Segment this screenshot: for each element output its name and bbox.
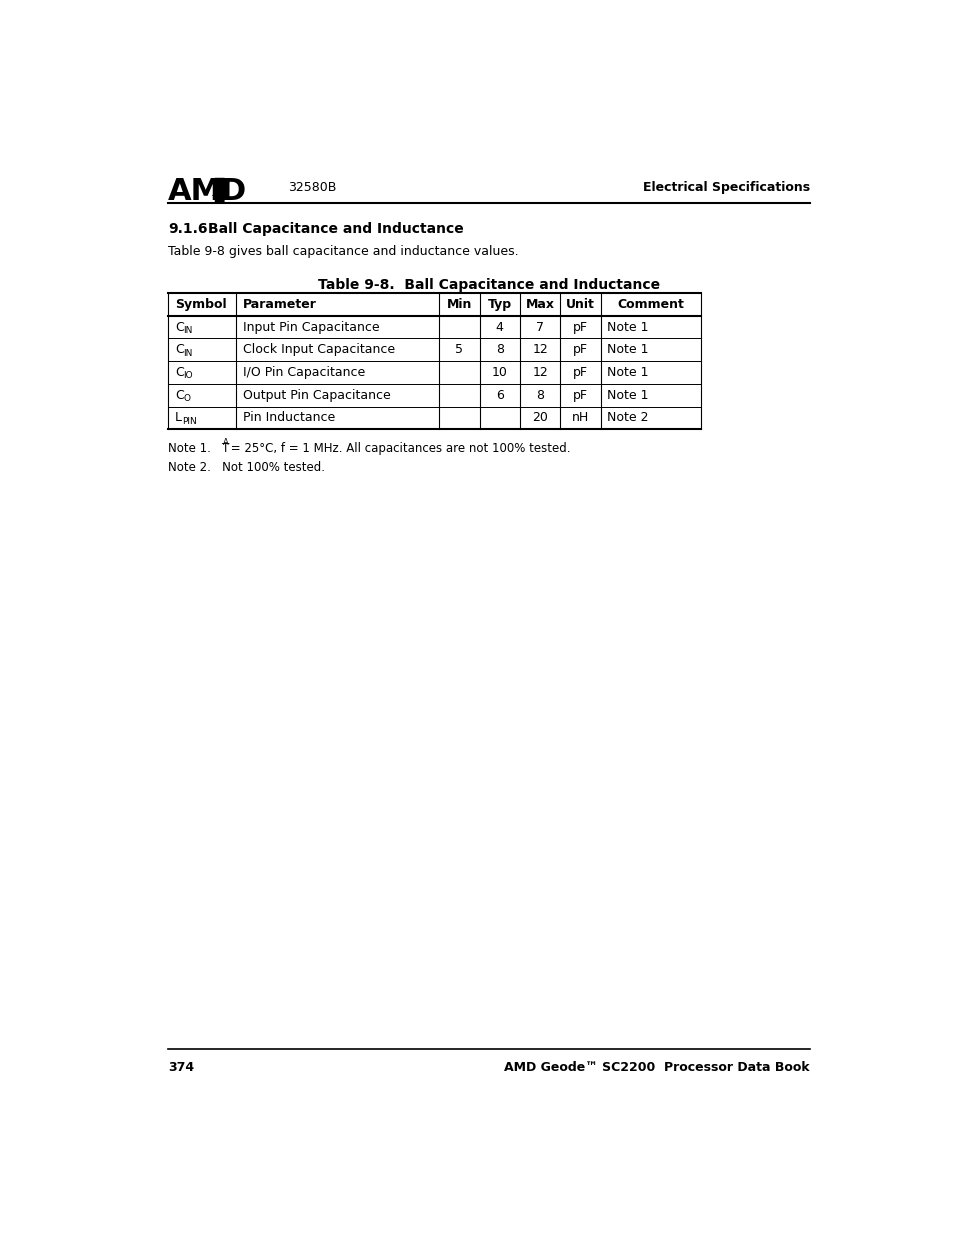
Text: IN: IN	[183, 326, 193, 335]
Text: Table 9-8.  Ball Capacitance and Inductance: Table 9-8. Ball Capacitance and Inductan…	[317, 278, 659, 291]
Text: Ball Capacitance and Inductance: Ball Capacitance and Inductance	[208, 222, 464, 236]
Text: C: C	[174, 343, 184, 356]
Text: Clock Input Capacitance: Clock Input Capacitance	[243, 343, 395, 356]
Text: Note 1: Note 1	[607, 366, 648, 379]
Text: 9.1.6: 9.1.6	[168, 222, 208, 236]
Text: ◤: ◤	[214, 178, 230, 198]
Text: Symbol: Symbol	[174, 298, 227, 311]
Polygon shape	[212, 182, 226, 196]
Text: Note 2.   Not 100% tested.: Note 2. Not 100% tested.	[168, 461, 325, 474]
Text: Note 1: Note 1	[607, 389, 648, 401]
Text: O: O	[183, 394, 191, 403]
Text: pF: pF	[572, 389, 587, 401]
Text: AMD Geode™ SC2200  Processor Data Book: AMD Geode™ SC2200 Processor Data Book	[503, 1061, 809, 1073]
Text: Pin Inductance: Pin Inductance	[243, 411, 335, 425]
Text: AMD: AMD	[168, 178, 247, 206]
Text: Note 1: Note 1	[607, 321, 648, 333]
Text: Note 2: Note 2	[607, 411, 648, 425]
Text: C: C	[174, 389, 184, 401]
Text: C: C	[174, 366, 184, 379]
Text: IN: IN	[183, 348, 193, 358]
Text: I/O Pin Capacitance: I/O Pin Capacitance	[243, 366, 365, 379]
Text: Unit: Unit	[565, 298, 594, 311]
Text: 5: 5	[455, 343, 463, 356]
Text: IO: IO	[183, 372, 193, 380]
Text: Electrical Specifications: Electrical Specifications	[642, 182, 809, 194]
Text: Comment: Comment	[617, 298, 683, 311]
Text: 8: 8	[536, 389, 543, 401]
Text: 10: 10	[492, 366, 507, 379]
Text: pF: pF	[572, 343, 587, 356]
Text: nH: nH	[571, 411, 588, 425]
Text: Note 1: Note 1	[607, 343, 648, 356]
Text: 374: 374	[168, 1061, 194, 1073]
Text: C: C	[174, 321, 184, 333]
Text: = 25°C, f = 1 MHz. All capacitances are not 100% tested.: = 25°C, f = 1 MHz. All capacitances are …	[227, 442, 570, 456]
Text: Note 1.   T: Note 1. T	[168, 442, 230, 456]
Text: L: L	[174, 411, 182, 425]
Text: 32580B: 32580B	[288, 182, 336, 194]
Text: 7: 7	[536, 321, 543, 333]
Text: Max: Max	[525, 298, 554, 311]
Text: Input Pin Capacitance: Input Pin Capacitance	[243, 321, 379, 333]
Text: Output Pin Capacitance: Output Pin Capacitance	[243, 389, 391, 401]
Text: 4: 4	[496, 321, 503, 333]
Text: 6: 6	[496, 389, 503, 401]
Text: Parameter: Parameter	[243, 298, 316, 311]
Text: ▌: ▌	[214, 178, 233, 203]
Text: 8: 8	[496, 343, 503, 356]
Text: pF: pF	[572, 366, 587, 379]
Text: 20: 20	[532, 411, 547, 425]
Text: Min: Min	[446, 298, 472, 311]
Text: pF: pF	[572, 321, 587, 333]
Text: Typ: Typ	[487, 298, 512, 311]
Text: Table 9-8 gives ball capacitance and inductance values.: Table 9-8 gives ball capacitance and ind…	[168, 246, 518, 258]
Text: A: A	[222, 438, 228, 447]
Text: 12: 12	[532, 343, 547, 356]
Text: 12: 12	[532, 366, 547, 379]
Text: PIN: PIN	[181, 417, 196, 426]
